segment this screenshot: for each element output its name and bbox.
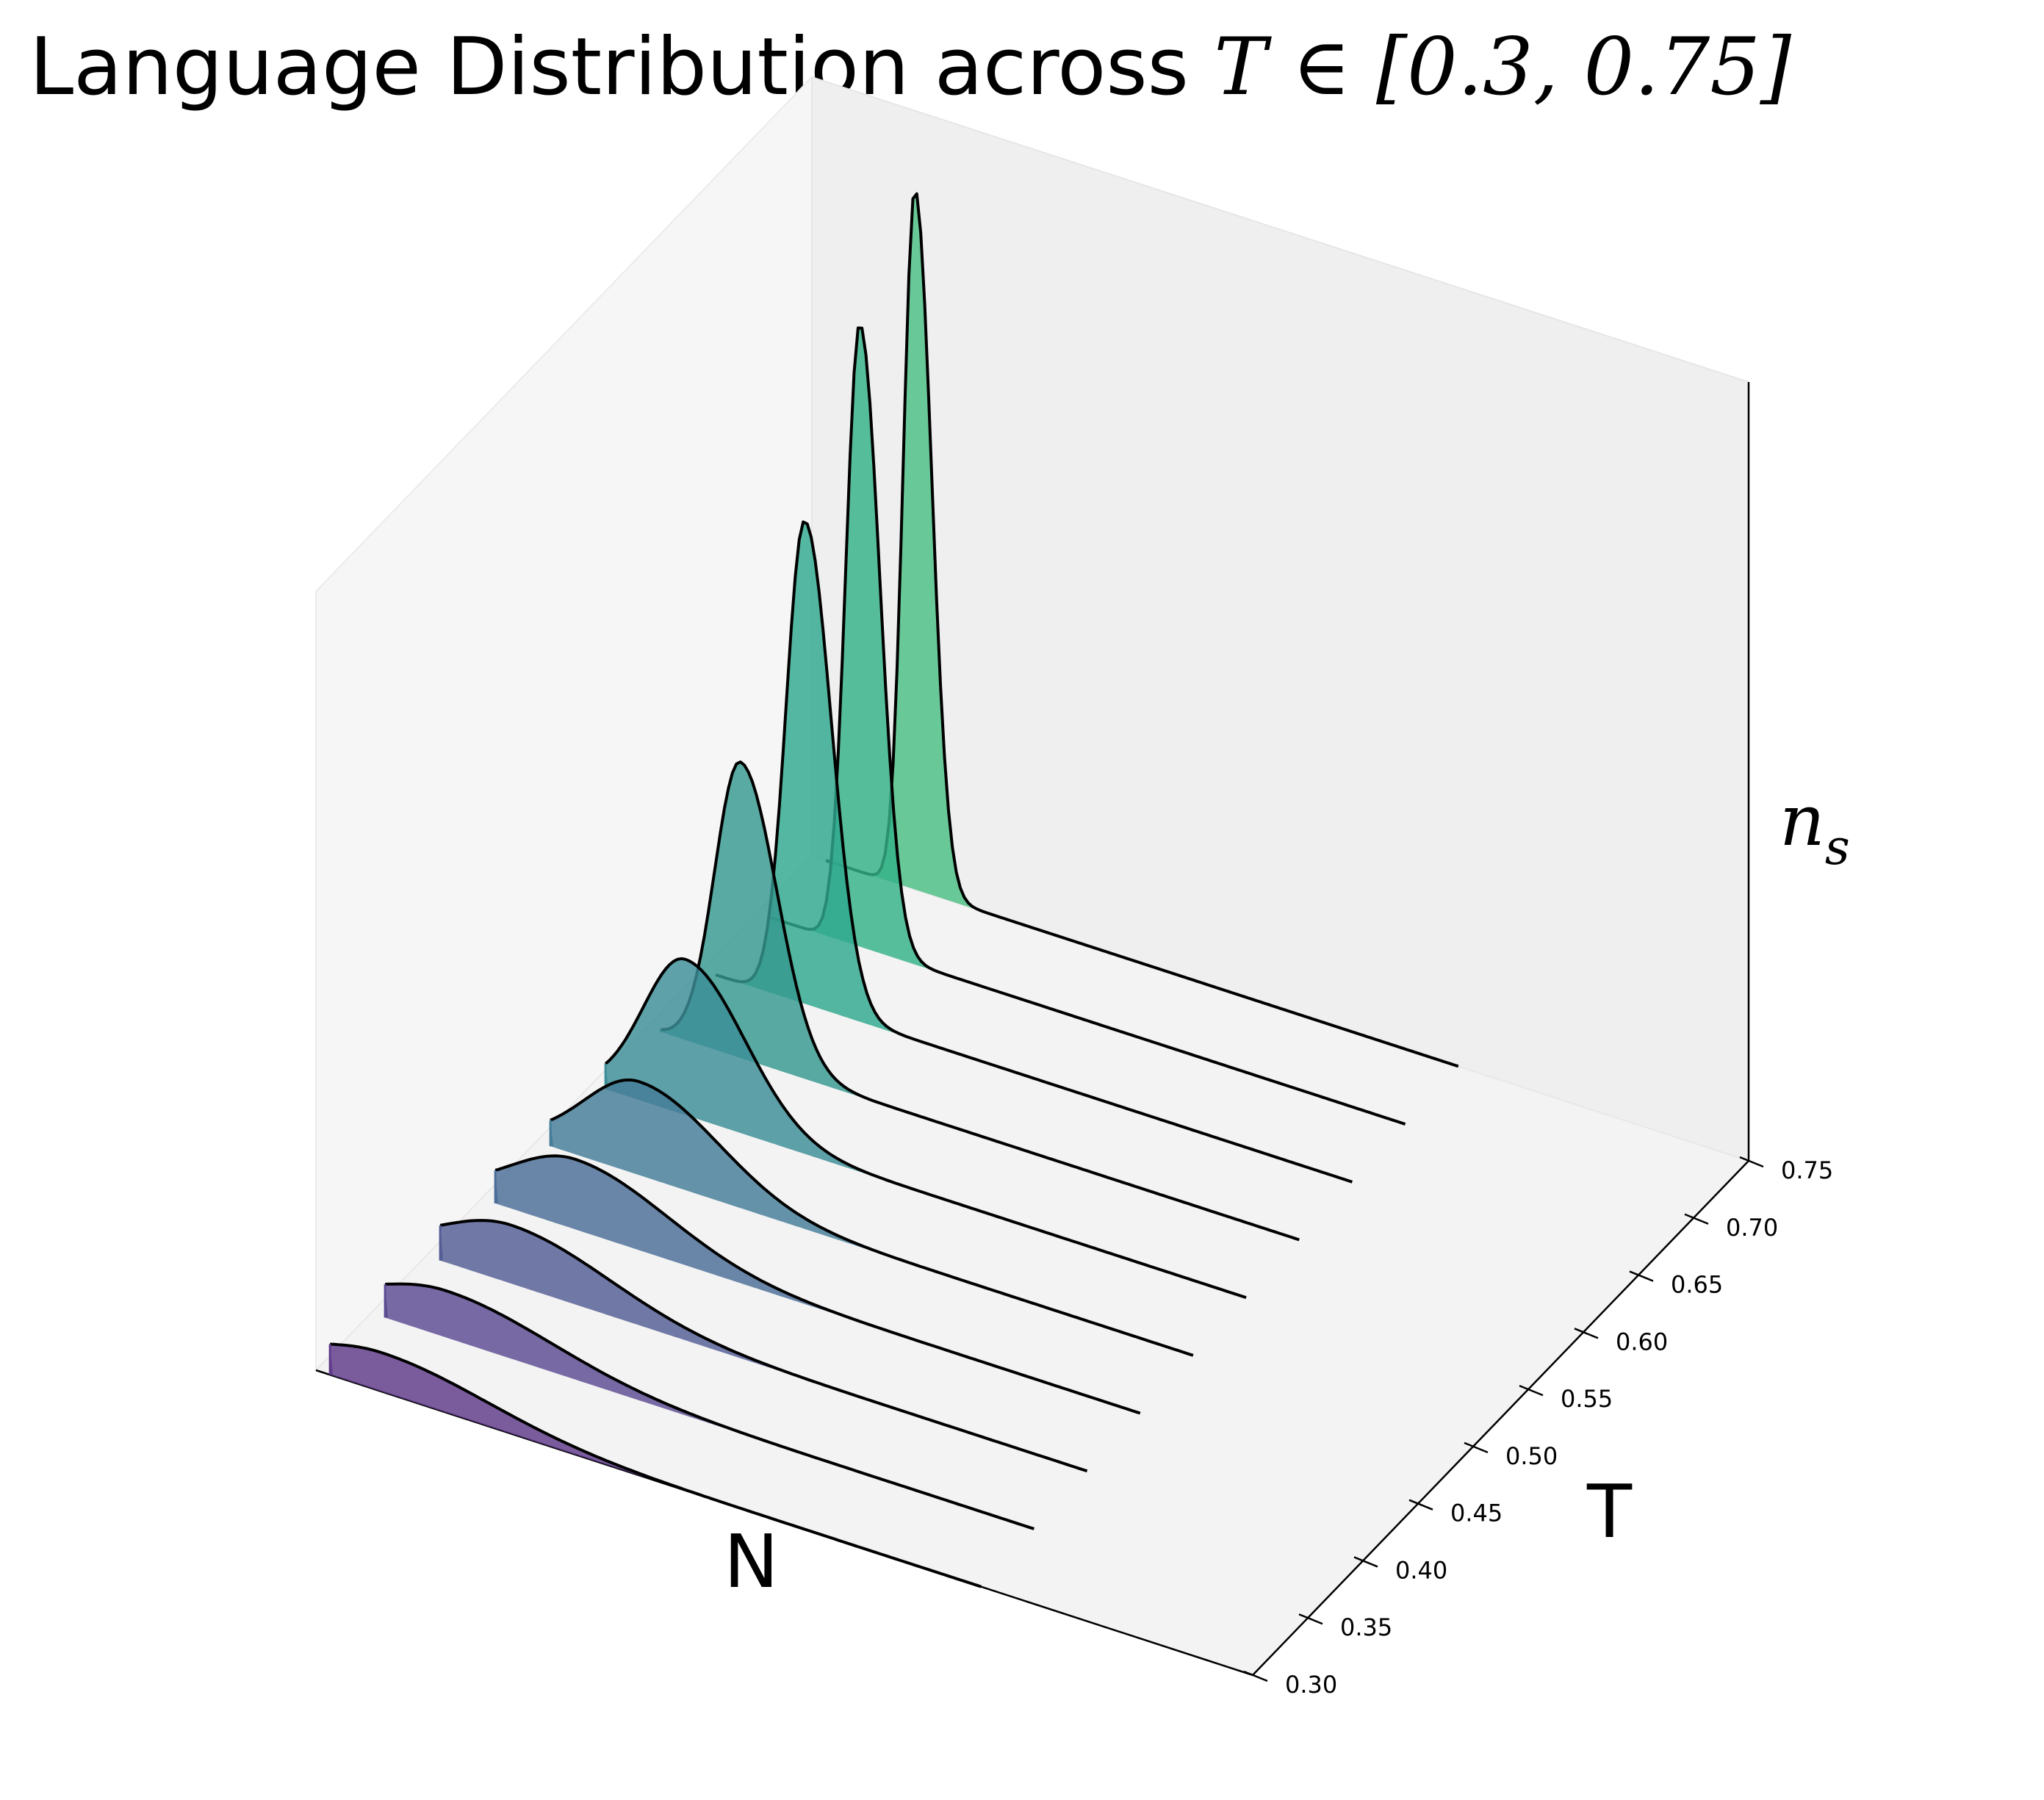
y-axis-label: T bbox=[1586, 1469, 1633, 1555]
ridge-line-T0.5 bbox=[550, 1079, 1194, 1357]
y-tick-mark bbox=[1298, 1613, 1323, 1625]
axes-group: 0.30 0.35 0.40 0.45 0.50 0.55 0.60 0.65 0.70 0.75 bbox=[315, 382, 1833, 1699]
y-tick-label: 0.45 bbox=[1450, 1500, 1503, 1527]
ridge-line-T0.45 bbox=[494, 1154, 1141, 1415]
ridge-line-T0.75 bbox=[825, 192, 1459, 1068]
chart-title: Language Distribution across T ∈ [0.3, 0… bbox=[29, 21, 1792, 113]
y-tick-mark bbox=[1353, 1556, 1378, 1568]
ridge-area-T0.65 bbox=[716, 522, 1353, 1182]
z-axis-label: ns bbox=[1779, 780, 1850, 876]
ridge-area-T0.3 bbox=[330, 1344, 982, 1587]
y-tick-label: 0.40 bbox=[1395, 1556, 1447, 1584]
y-tick-mark bbox=[1574, 1328, 1599, 1339]
z-axis-label-main: n bbox=[1779, 780, 1825, 862]
ridge-area-T0.5 bbox=[550, 1080, 1193, 1356]
y-tick-label: 0.70 bbox=[1726, 1214, 1778, 1242]
y-tick-mark bbox=[1739, 1156, 1764, 1168]
y-tick-label: 0.65 bbox=[1671, 1271, 1723, 1299]
y-tick-mark bbox=[1519, 1384, 1544, 1397]
ridge-line-T0.55 bbox=[604, 957, 1247, 1300]
chart-title-math: T ∈ [0.3, 0.75] bbox=[1214, 21, 1792, 113]
x-axis-label: N bbox=[724, 1519, 779, 1605]
y-tick-mark bbox=[1243, 1670, 1268, 1682]
ridge-area-T0.45 bbox=[495, 1156, 1140, 1414]
y-tick-mark bbox=[1684, 1213, 1709, 1225]
ridge-line-T0.3 bbox=[330, 1342, 982, 1588]
y-tick-mark bbox=[1464, 1441, 1489, 1454]
y-tick-label: 0.30 bbox=[1285, 1671, 1337, 1699]
ridge-line-T0.7 bbox=[770, 326, 1406, 1126]
ridge-line-T0.6 bbox=[661, 760, 1300, 1242]
ridge-area-T0.55 bbox=[605, 958, 1247, 1298]
chart-title-text: Language Distribution across bbox=[29, 21, 1214, 113]
y-tick-label: 0.50 bbox=[1505, 1442, 1558, 1470]
y-tick-mark bbox=[1629, 1270, 1654, 1282]
ridge-line-T0.4 bbox=[439, 1219, 1088, 1473]
y-tick-label: 0.55 bbox=[1561, 1385, 1613, 1413]
ridge-line-T0.65 bbox=[715, 520, 1353, 1184]
ridge-area-T0.4 bbox=[440, 1220, 1087, 1472]
z-axis-label-sub: s bbox=[1825, 819, 1850, 876]
y-axis-line bbox=[1252, 1160, 1749, 1676]
ridge-area-T0.35 bbox=[385, 1284, 1034, 1529]
y-tick-label: 0.35 bbox=[1340, 1613, 1392, 1641]
ridge-group bbox=[328, 192, 1459, 1588]
y-tick-label: 0.75 bbox=[1781, 1156, 1833, 1184]
y-tick-mark bbox=[1408, 1499, 1433, 1511]
y-tick-label: 0.60 bbox=[1616, 1328, 1668, 1356]
ridge-line-T0.35 bbox=[385, 1282, 1034, 1530]
